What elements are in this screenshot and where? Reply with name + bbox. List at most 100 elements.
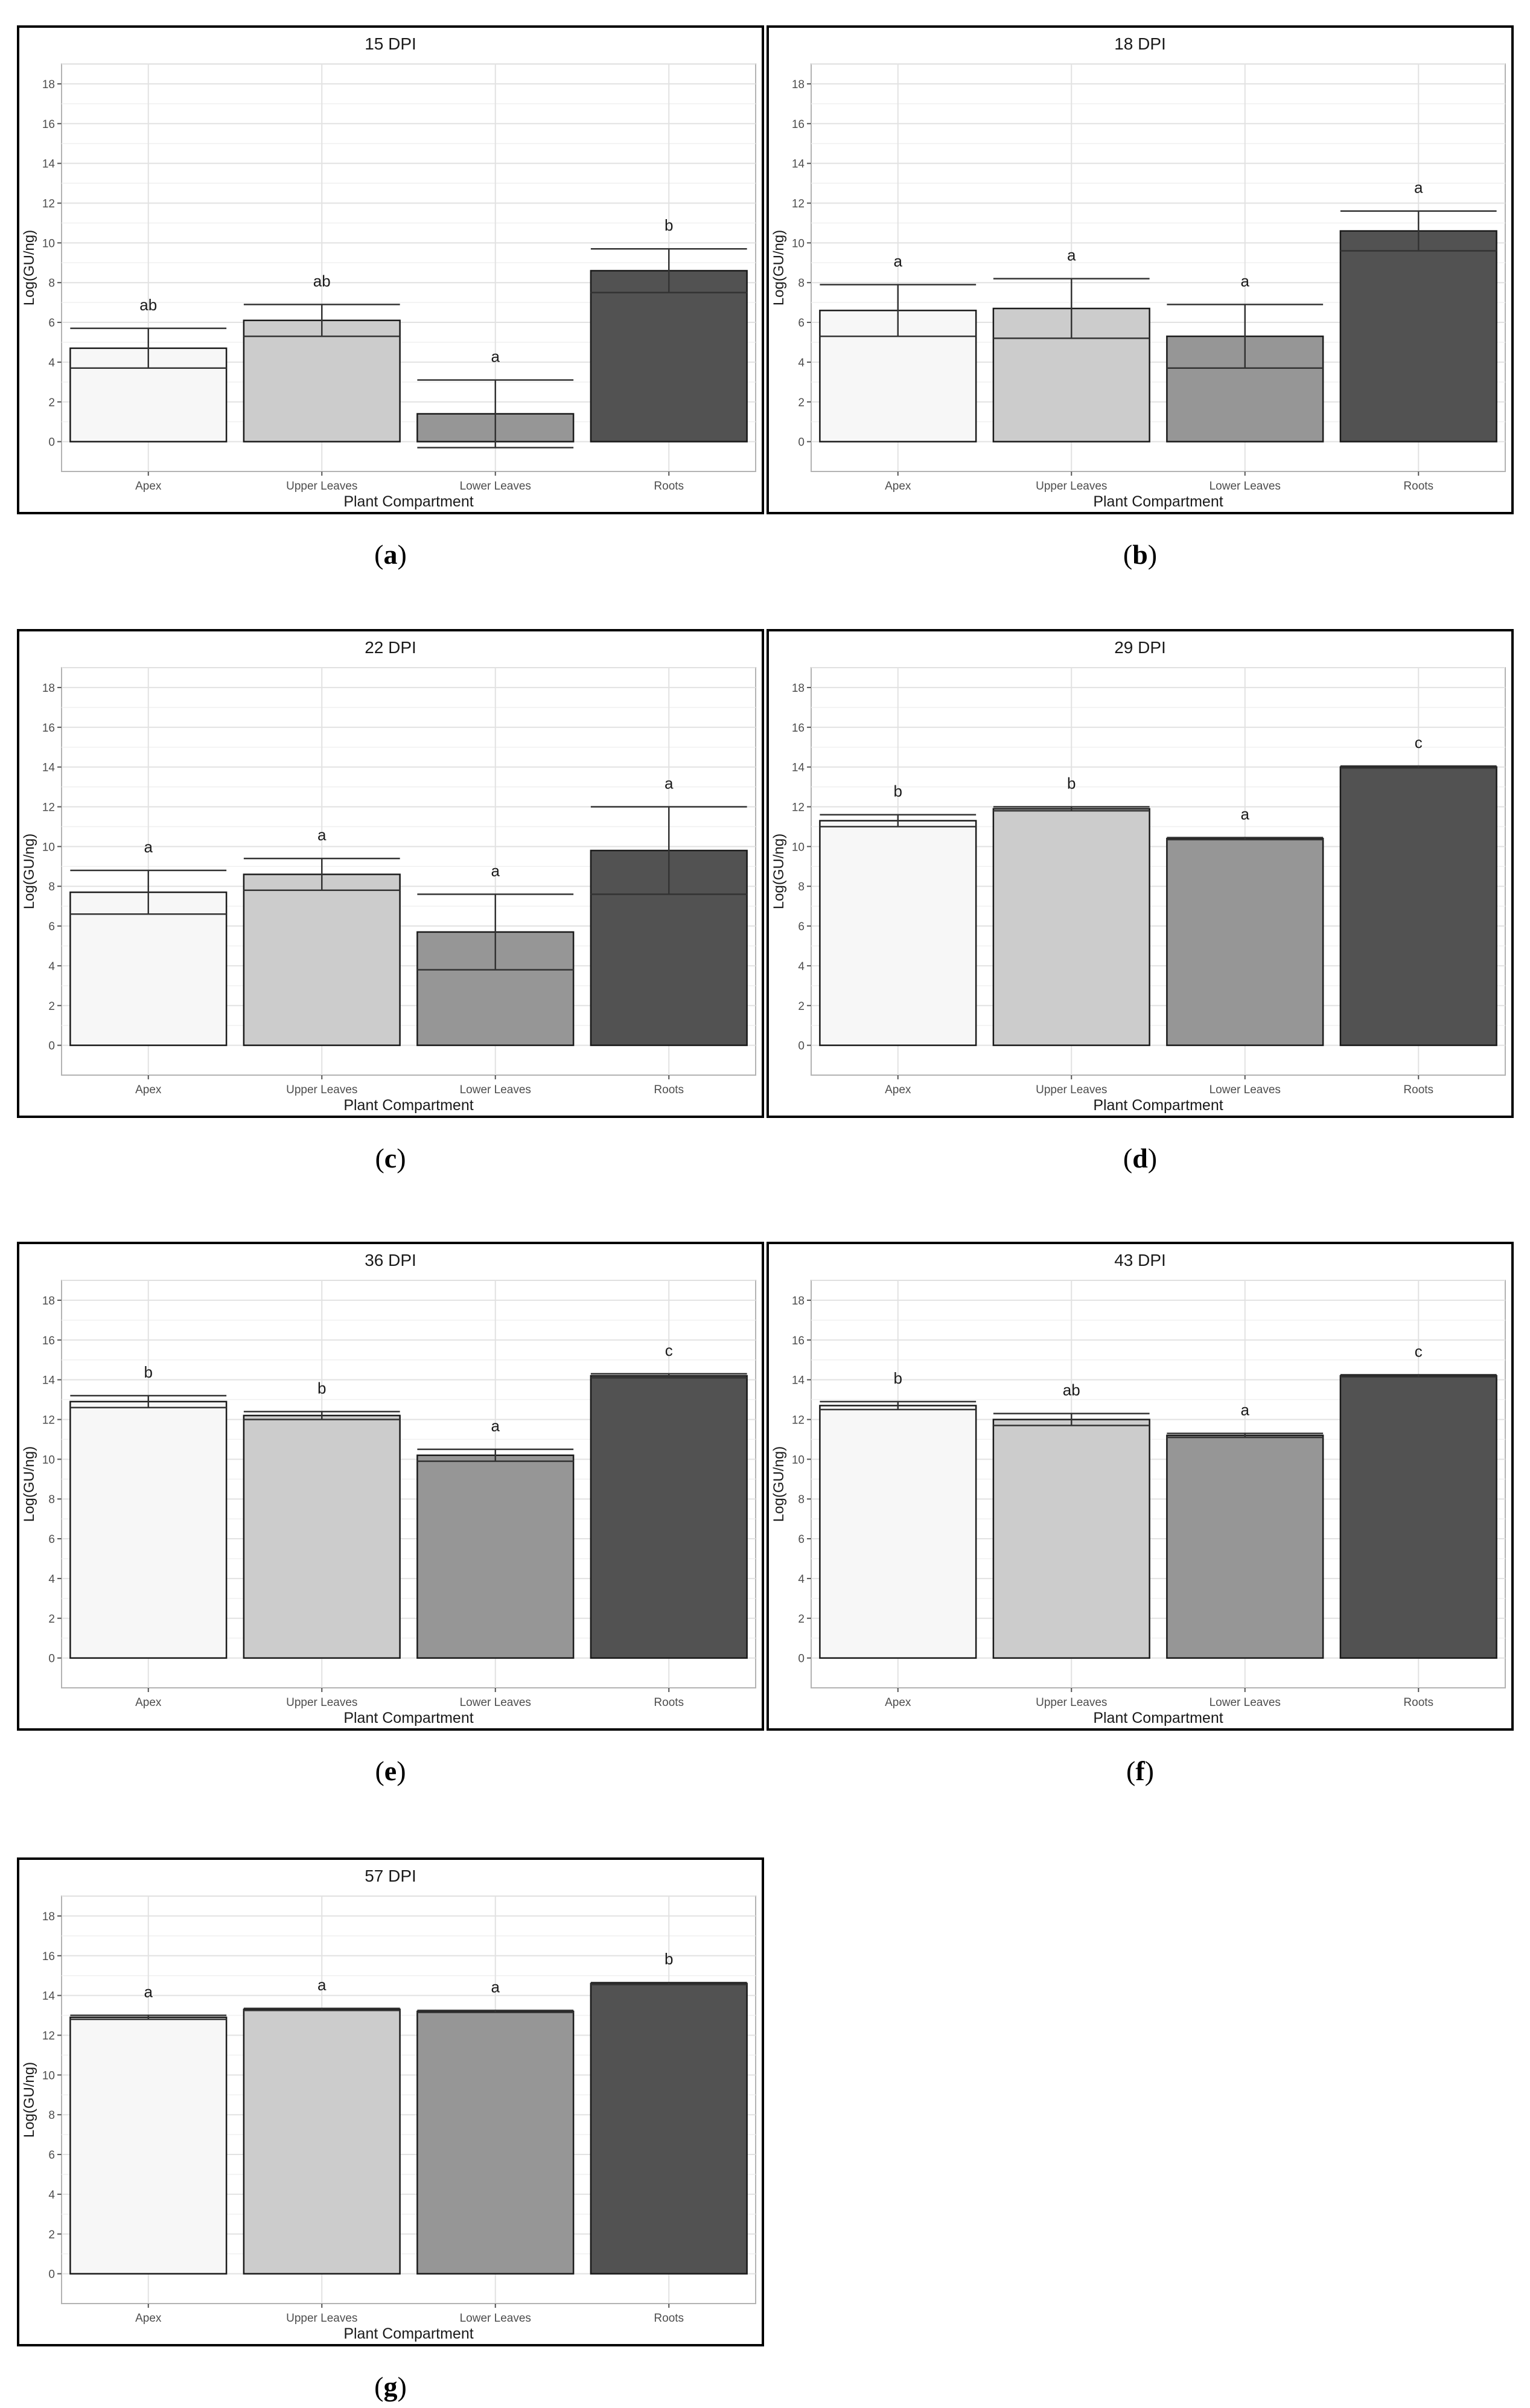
significance-letter: ab	[1063, 1381, 1080, 1399]
caption-paren-left: (	[375, 1143, 384, 1174]
y-tick-label: 18	[792, 682, 805, 695]
y-tick-label: 6	[798, 921, 805, 933]
bar-apex	[819, 1405, 977, 1659]
x-tick-label: Upper Leaves	[1036, 1084, 1107, 1096]
y-tick-label: 8	[798, 1493, 805, 1506]
y-tick-label: 6	[48, 2149, 55, 2162]
x-tick-label: Upper Leaves	[286, 2312, 357, 2325]
panel-caption: (d)	[1080, 1142, 1200, 1174]
y-tick-label: 2	[48, 2229, 55, 2241]
x-axis-label: Plant Compartment	[343, 1710, 473, 1726]
bar-upper-leaves	[243, 2008, 401, 2275]
significance-letter: b	[317, 1379, 326, 1397]
y-tick-label: 12	[42, 1414, 55, 1426]
title-strip	[771, 1247, 1509, 1273]
caption-paren-right: )	[1147, 1143, 1158, 1174]
caption-letter: b	[1132, 539, 1148, 570]
y-tick-label: 0	[48, 1653, 55, 1665]
significance-letter: a	[491, 861, 500, 880]
panel-caption: (f)	[1080, 1755, 1200, 1787]
significance-letter: c	[1415, 733, 1423, 752]
bar-apex	[819, 820, 977, 1046]
y-axis-label: Log(GU/ng)	[21, 2062, 37, 2138]
bar-roots	[1339, 230, 1497, 442]
caption-paren-right: )	[1144, 1755, 1154, 1786]
bar-roots	[1339, 766, 1497, 1046]
y-tick-label: 12	[42, 2030, 55, 2042]
y-tick-label: 16	[42, 722, 55, 735]
chart-title: 15 DPI	[365, 34, 416, 53]
x-axis-label: Plant Compartment	[343, 2325, 473, 2342]
caption-paren-left: (	[375, 1755, 384, 1786]
caption-paren-left: (	[374, 539, 384, 570]
caption-paren-right: )	[397, 539, 407, 570]
y-tick-label: 8	[48, 2109, 55, 2122]
caption-paren-left: (	[1123, 539, 1133, 570]
significance-letter: a	[144, 1983, 153, 2001]
significance-letter: a	[1414, 179, 1423, 197]
y-axis-label: Log(GU/ng)	[21, 1446, 37, 1522]
title-strip	[771, 30, 1509, 57]
bar-lower-leaves	[416, 1454, 575, 1659]
chart-panel-g: 57 DPI 0 2 4 6 8 10 12 14 16 18 Log(GU/ng) a Apex a Upp…	[17, 1857, 764, 2346]
y-tick-label: 0	[798, 436, 805, 449]
panel-caption: (c)	[330, 1142, 451, 1174]
y-tick-label: 14	[792, 1375, 805, 1387]
chart-panel-a: 15 DPI 0 2 4 6 8 10 12 14 16 18 Log(GU/ng) ab Apex ab U…	[17, 25, 764, 514]
y-tick-label: 18	[792, 78, 805, 91]
caption-letter: g	[383, 2371, 398, 2402]
significance-letter: b	[1067, 774, 1076, 792]
significance-letter: a	[491, 1978, 500, 1996]
significance-letter: c	[665, 1341, 673, 1359]
y-tick-label: 6	[48, 1533, 55, 1546]
x-tick-label: Lower Leaves	[1210, 1084, 1281, 1096]
y-tick-label: 16	[792, 722, 805, 735]
bar-apex	[69, 1400, 228, 1659]
y-tick-label: 12	[42, 801, 55, 814]
x-tick-label: Apex	[885, 480, 911, 493]
y-tick-label: 6	[48, 921, 55, 933]
title-strip	[22, 634, 759, 660]
y-tick-label: 6	[798, 1533, 805, 1546]
x-tick-label: Lower Leaves	[460, 480, 531, 493]
significance-letter: a	[1241, 1401, 1250, 1419]
x-tick-label: Roots	[1403, 480, 1433, 493]
bar-upper-leaves	[243, 873, 401, 1046]
chart-svg-d: 29 DPI 0 2 4 6 8 10 12 14 16 18 Log(GU/ng) b Apex b Upp…	[771, 634, 1509, 1114]
significance-letter: c	[1415, 1342, 1423, 1360]
x-tick-label: Lower Leaves	[460, 1084, 531, 1096]
chart-svg-c: 22 DPI 0 2 4 6 8 10 12 14 16 18 Log(GU/ng) a Apex a Upp…	[21, 634, 759, 1114]
panel-caption: (e)	[330, 1755, 451, 1787]
x-tick-label: Apex	[885, 1696, 911, 1709]
chart-title: 57 DPI	[365, 1867, 416, 1885]
y-tick-label: 14	[42, 158, 56, 171]
y-tick-label: 12	[792, 1414, 805, 1426]
x-tick-label: Roots	[654, 1084, 684, 1096]
x-axis-label: Plant Compartment	[1093, 1710, 1223, 1726]
chart-title: 29 DPI	[1114, 638, 1166, 657]
chart-svg-g: 57 DPI 0 2 4 6 8 10 12 14 16 18 Log(GU/ng) a Apex a Upp…	[21, 1862, 759, 2342]
y-tick-label: 16	[42, 118, 55, 131]
bar-roots	[590, 270, 748, 442]
y-tick-label: 8	[798, 277, 805, 290]
x-tick-label: Roots	[654, 2312, 684, 2325]
y-tick-label: 18	[42, 1295, 55, 1308]
caption-paren-right: )	[397, 1143, 406, 1174]
significance-letter: a	[317, 1976, 327, 1994]
bar-upper-leaves	[992, 808, 1150, 1046]
significance-letter: a	[1067, 246, 1076, 264]
caption-paren-left: (	[374, 2371, 384, 2402]
y-tick-label: 18	[42, 1911, 55, 1923]
chart-title: 18 DPI	[1114, 34, 1166, 53]
x-tick-label: Roots	[654, 1696, 684, 1709]
significance-letter: a	[144, 838, 153, 856]
significance-letter: a	[1241, 805, 1250, 823]
chart-panel-e: 36 DPI 0 2 4 6 8 10 12 14 16 18 Log(GU/ng) b Apex b Upp…	[17, 1242, 764, 1731]
y-axis-label: Log(GU/ng)	[771, 834, 787, 909]
x-tick-label: Upper Leaves	[286, 1084, 357, 1096]
y-tick-label: 18	[792, 1295, 805, 1308]
caption-letter: d	[1132, 1143, 1148, 1174]
chart-svg-e: 36 DPI 0 2 4 6 8 10 12 14 16 18 Log(GU/ng) b Apex b Upp…	[21, 1247, 759, 1726]
